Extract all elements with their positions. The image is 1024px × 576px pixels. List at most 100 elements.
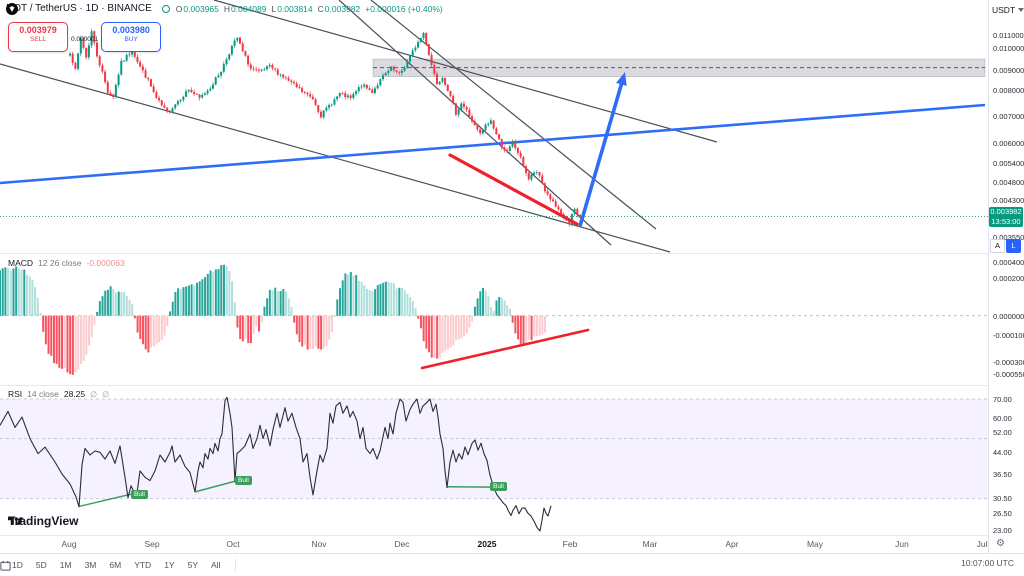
macd-value: -0.000063 <box>86 258 125 268</box>
price-axis-label: 0.004300 <box>993 196 1024 205</box>
rsi-bull-divergence-line[interactable] <box>78 492 134 508</box>
auto-scale-button[interactable]: A <box>990 239 1005 253</box>
ohlc-value: 0.004089 <box>231 3 267 14</box>
ohlc-value: 0.003982 <box>324 3 361 14</box>
price-axis-label: 0.006000 <box>993 139 1024 148</box>
log-scale-button[interactable]: L <box>1006 239 1021 253</box>
time-axis-label: Aug <box>61 539 77 549</box>
macd-axis-label: 0.000400 <box>993 258 1024 267</box>
price-axis-label: 0.008000 <box>993 86 1024 95</box>
utc-clock[interactable]: 10:07:00 UTC <box>961 558 1014 568</box>
range-button-1y[interactable]: 1Y <box>164 560 175 570</box>
buy-price: 0.003980 <box>112 25 150 35</box>
bull-label[interactable]: Bull <box>235 475 252 485</box>
time-axis-label: Sep <box>144 539 160 549</box>
symbol-logo-icon <box>6 2 18 15</box>
time-axis-label: 2025 <box>477 539 497 549</box>
rsi-axis-label: 52.00 <box>993 428 1012 437</box>
rsi-line <box>0 396 552 532</box>
time-axis-label: Jun <box>895 539 909 549</box>
spread-value: 0.000001 <box>71 36 99 43</box>
ohlc-value: 0.003814 <box>277 3 313 14</box>
breakdown-line-red[interactable] <box>448 153 579 226</box>
trend-line[interactable] <box>213 0 718 143</box>
main-price-pane[interactable] <box>0 0 988 253</box>
projection-arrow-head[interactable] <box>616 72 627 87</box>
ascending-support-line[interactable] <box>0 103 986 185</box>
buy-label: BUY <box>124 36 138 43</box>
macd-axis-label: -0.000550 <box>993 370 1024 379</box>
symbol-header: NOT / TetherUS · 1D · BINANCE O 0.003965 H… <box>6 2 443 15</box>
range-button-ytd[interactable]: YTD <box>134 560 152 570</box>
currency-selector[interactable]: USDT <box>992 5 1024 15</box>
range-button-5d[interactable]: 5D <box>35 560 47 570</box>
price-axis-label: 0.003550 <box>993 233 1024 242</box>
macd-params: 12 26 close <box>38 258 82 268</box>
last-price: 0.003982 <box>990 207 1022 216</box>
rsi-axis-label: 44.00 <box>993 448 1012 457</box>
rsi-pane[interactable] <box>0 386 988 535</box>
visibility-ring-icon[interactable] <box>161 4 170 13</box>
time-axis-label: Oct <box>226 539 240 549</box>
macd-title[interactable]: MACD <box>8 258 34 268</box>
price-axis-label: 0.005400 <box>993 159 1024 168</box>
sell-button[interactable]: 0.003979 SELL <box>8 22 68 52</box>
rsi-axis-label: 26.50 <box>993 509 1012 518</box>
macd-trend-line-red[interactable] <box>420 328 590 370</box>
ohlc-value: 0.003965 <box>183 3 219 14</box>
currency-label: USDT <box>992 5 1016 15</box>
buy-sell-widget: 0.003979 SELL 0.000001 0.003980 BUY <box>8 22 162 52</box>
calendar-icon[interactable] <box>0 560 11 571</box>
rsi-axis-label: 60.00 <box>993 414 1012 423</box>
ohlc-label: H <box>223 3 230 14</box>
range-button-1m[interactable]: 1M <box>59 560 72 570</box>
tradingview-mark-icon <box>8 516 23 525</box>
rsi-axis-label: 36.50 <box>993 470 1012 479</box>
rsi-value: 28.25 <box>63 389 86 399</box>
range-button-5y[interactable]: 5Y <box>187 560 198 570</box>
time-axis-label: Mar <box>642 539 658 549</box>
last-price-badge: 0.003982 13:53:00 <box>989 207 1023 227</box>
bottom-toolbar: 1D 5D 1M 3M 6M YTD 1Y 5Y All <box>0 553 1024 576</box>
trend-line[interactable] <box>370 0 657 230</box>
price-axis-label: 0.011000 <box>993 31 1024 40</box>
range-button-3m[interactable]: 3M <box>84 560 97 570</box>
price-axis-label: 0.007000 <box>993 112 1024 121</box>
time-axis-label: Dec <box>394 539 410 549</box>
toolbar-divider <box>235 559 237 571</box>
time-axis-label: Jul <box>976 539 988 549</box>
macd-axis-label: -0.000300 <box>993 358 1024 367</box>
bull-label[interactable]: Bull <box>490 482 507 492</box>
chevron-down-icon <box>1018 8 1024 12</box>
change-value: +0.000016 (+0.40%) <box>365 3 443 14</box>
rsi-ma-empty-icon: ∅ <box>90 389 98 399</box>
projection-arrow-shaft[interactable] <box>578 80 625 227</box>
macd-pane[interactable] <box>0 254 988 385</box>
rsi-title[interactable]: RSI <box>8 389 23 399</box>
gear-icon[interactable]: ⚙ <box>996 538 1005 549</box>
range-button-1d[interactable]: 1D <box>12 560 23 570</box>
price-scale[interactable]: 0.011000 0.010000 0.009000 0.008000 0.007000… <box>988 0 1024 553</box>
rsi-bull-divergence-line[interactable] <box>194 480 236 493</box>
buy-button[interactable]: 0.003980 BUY <box>101 22 162 52</box>
bull-label[interactable]: Bull <box>131 489 148 499</box>
symbol-title[interactable]: NOT / TetherUS · 1D · BINANCE <box>6 3 152 14</box>
bar-countdown: 13:53:00 <box>991 217 1021 226</box>
time-axis[interactable]: Aug Sep Oct Nov Dec 2025 Feb Mar Apr May Jun Jul <box>0 536 988 553</box>
pane-separator[interactable] <box>0 253 988 254</box>
range-button-6m[interactable]: 6M <box>109 560 122 570</box>
pane-separator <box>0 535 988 536</box>
rsi-axis-label: 30.50 <box>993 494 1012 503</box>
range-button-all[interactable]: All <box>211 560 221 570</box>
tradingview-logo-text: TradingView <box>8 514 79 528</box>
time-axis-label: May <box>806 539 824 549</box>
macd-histogram <box>0 264 547 375</box>
sell-label: SELL <box>30 36 46 43</box>
pane-separator[interactable] <box>0 385 988 386</box>
rsi-axis-label: 23.00 <box>993 526 1012 535</box>
rsi-axis-label: 70.00 <box>993 395 1012 404</box>
trend-line[interactable] <box>0 63 671 253</box>
tradingview-logo[interactable]: TradingView <box>8 514 78 528</box>
macd-axis-label: 0.000200 <box>993 274 1024 283</box>
